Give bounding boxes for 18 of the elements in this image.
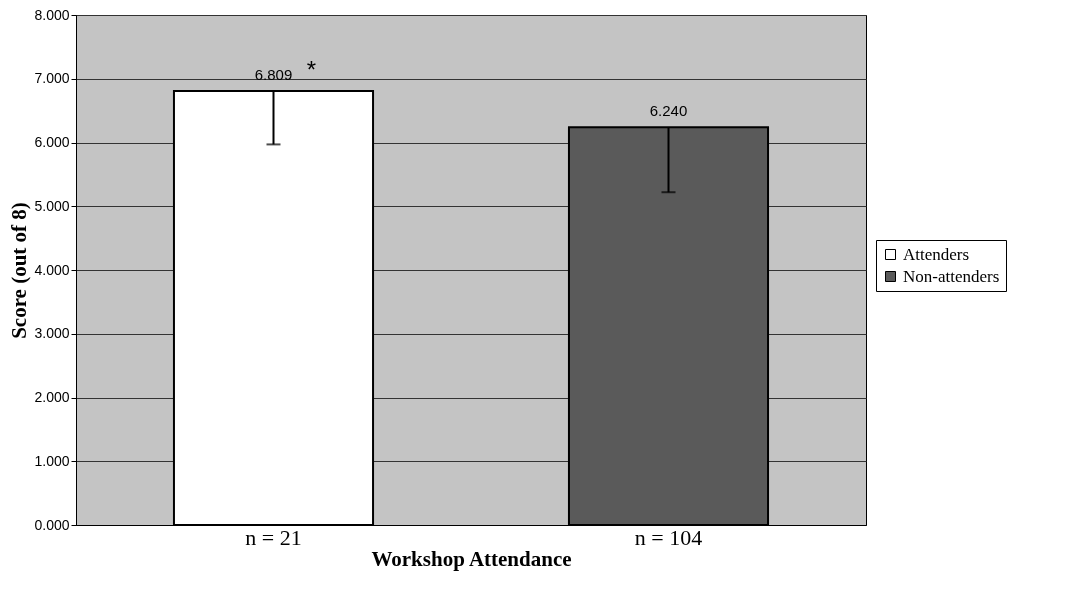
data-label: 6.240 — [649, 102, 688, 120]
legend-label: Non-attenders — [903, 266, 1000, 286]
y-axis-title: Score (out of 8) — [7, 202, 32, 339]
y-tick-label: 2.000 — [34, 389, 70, 405]
y-tick-label: 6.000 — [34, 134, 70, 150]
x-tick-label: n = 104 — [634, 524, 703, 550]
y-tick-label: 0.000 — [34, 516, 70, 533]
y-tick-label: 7.000 — [34, 70, 70, 87]
data-label: 6.809 — [254, 65, 293, 83]
y-tick-label: 4.000 — [34, 261, 70, 278]
y-tick-label: 8.000 — [34, 6, 70, 23]
annotation: * — [306, 55, 317, 83]
legend-label: Attenders — [903, 244, 970, 264]
y-tick-label: 1.000 — [34, 452, 70, 469]
x-axis-title: Workshop Attendance — [371, 546, 572, 571]
y-tick-label: 5.000 — [34, 197, 70, 214]
x-tick-label: n = 21 — [245, 524, 302, 550]
y-tick-label: 3.000 — [34, 325, 70, 342]
